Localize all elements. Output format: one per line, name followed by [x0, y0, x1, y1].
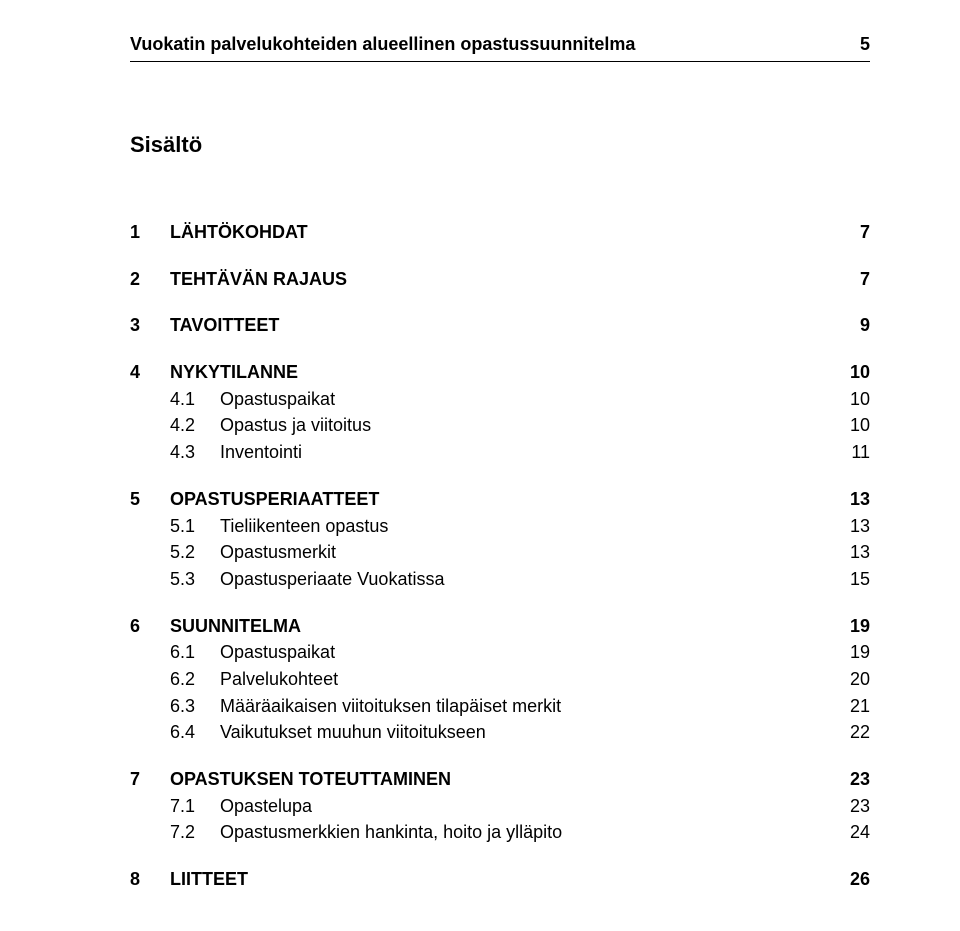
toc-section-label: NYKYTILANNE — [170, 362, 830, 383]
toc-section: 1 LÄHTÖKOHDAT 7 — [130, 222, 870, 243]
toc-section: 3 TAVOITTEET 9 — [130, 315, 870, 336]
toc-subsection-group: 5.1 Tieliikenteen opastus 13 5.2 Opastus… — [130, 516, 870, 590]
toc-section-label: OPASTUSPERIAATTEET — [170, 489, 830, 510]
toc-section-number: 5 — [130, 489, 170, 510]
toc-section-page: 7 — [830, 222, 870, 243]
toc-item-page: 21 — [830, 696, 870, 717]
toc-item: 4.2 Opastus ja viitoitus 10 — [130, 415, 870, 436]
toc-section-page: 13 — [830, 489, 870, 510]
toc-item-label: Opastusmerkkien hankinta, hoito ja ylläp… — [220, 822, 830, 843]
toc-item-label: Vaikutukset muuhun viitoitukseen — [220, 722, 830, 743]
toc-item-number: 7.1 — [170, 796, 220, 817]
toc-item: 6.3 Määräaikaisen viitoituksen tilapäise… — [130, 696, 870, 717]
toc-item-number: 5.3 — [170, 569, 220, 590]
toc-item: 4.3 Inventointi 11 — [130, 442, 870, 463]
toc-section-number: 3 — [130, 315, 170, 336]
toc-item-page: 23 — [830, 796, 870, 817]
toc-item-label: Tieliikenteen opastus — [220, 516, 830, 537]
toc-item-label: Opastuspaikat — [220, 389, 830, 410]
header-title: Vuokatin palvelukohteiden alueellinen op… — [130, 34, 635, 55]
toc-item-label: Inventointi — [220, 442, 830, 463]
toc-section-number: 4 — [130, 362, 170, 383]
toc-section-page: 19 — [830, 616, 870, 637]
toc-item: 7.2 Opastusmerkkien hankinta, hoito ja y… — [130, 822, 870, 843]
toc-section-label: LIITTEET — [170, 869, 830, 890]
toc-item-number: 4.2 — [170, 415, 220, 436]
toc-item-label: Opastus ja viitoitus — [220, 415, 830, 436]
toc-section-page: 23 — [830, 769, 870, 790]
toc-item-label: Opastuspaikat — [220, 642, 830, 663]
toc-item-label: Opastusperiaate Vuokatissa — [220, 569, 830, 590]
document-page: Vuokatin palvelukohteiden alueellinen op… — [0, 0, 960, 931]
toc-section: 2 TEHTÄVÄN RAJAUS 7 — [130, 269, 870, 290]
toc-section: 7 OPASTUKSEN TOTEUTTAMINEN 23 — [130, 769, 870, 790]
toc-item-page: 19 — [830, 642, 870, 663]
toc-item: 7.1 Opastelupa 23 — [130, 796, 870, 817]
toc-item-number: 5.1 — [170, 516, 220, 537]
toc-item-number: 5.2 — [170, 542, 220, 563]
toc-item-page: 11 — [830, 442, 870, 463]
toc-item-page: 22 — [830, 722, 870, 743]
toc-item: 5.3 Opastusperiaate Vuokatissa 15 — [130, 569, 870, 590]
toc-item-number: 6.3 — [170, 696, 220, 717]
toc-item: 6.4 Vaikutukset muuhun viitoitukseen 22 — [130, 722, 870, 743]
toc-item-number: 7.2 — [170, 822, 220, 843]
toc-section-number: 6 — [130, 616, 170, 637]
toc-section-label: OPASTUKSEN TOTEUTTAMINEN — [170, 769, 830, 790]
toc-item-page: 24 — [830, 822, 870, 843]
toc-item: 6.1 Opastuspaikat 19 — [130, 642, 870, 663]
toc-item-label: Opastelupa — [220, 796, 830, 817]
toc-subsection-group: 4.1 Opastuspaikat 10 4.2 Opastus ja viit… — [130, 389, 870, 463]
toc-section-label: LÄHTÖKOHDAT — [170, 222, 830, 243]
toc-section-page: 26 — [830, 869, 870, 890]
header-page-number: 5 — [860, 34, 870, 55]
toc-section: 4 NYKYTILANNE 10 — [130, 362, 870, 383]
toc-section-number: 1 — [130, 222, 170, 243]
toc-subsection-group: 6.1 Opastuspaikat 19 6.2 Palvelukohteet … — [130, 642, 870, 743]
toc-item-page: 10 — [830, 415, 870, 436]
toc-section: 8 LIITTEET 26 — [130, 869, 870, 890]
toc-subsection-group: 7.1 Opastelupa 23 7.2 Opastusmerkkien ha… — [130, 796, 870, 843]
toc-item: 4.1 Opastuspaikat 10 — [130, 389, 870, 410]
toc-item: 6.2 Palvelukohteet 20 — [130, 669, 870, 690]
toc-item-page: 20 — [830, 669, 870, 690]
toc-item-label: Opastusmerkit — [220, 542, 830, 563]
toc-item-label: Palvelukohteet — [220, 669, 830, 690]
toc-item-page: 15 — [830, 569, 870, 590]
page-header: Vuokatin palvelukohteiden alueellinen op… — [130, 34, 870, 61]
toc-section-label: TAVOITTEET — [170, 315, 830, 336]
table-of-contents: 1 LÄHTÖKOHDAT 7 2 TEHTÄVÄN RAJAUS 7 3 TA… — [130, 222, 870, 890]
toc-section: 6 SUUNNITELMA 19 — [130, 616, 870, 637]
toc-section-number: 7 — [130, 769, 170, 790]
toc-section-number: 8 — [130, 869, 170, 890]
toc-item-number: 4.3 — [170, 442, 220, 463]
toc-section-page: 9 — [830, 315, 870, 336]
toc-item-number: 4.1 — [170, 389, 220, 410]
toc-item-page: 13 — [830, 542, 870, 563]
toc-heading: Sisältö — [130, 132, 870, 158]
toc-item-page: 13 — [830, 516, 870, 537]
toc-section: 5 OPASTUSPERIAATTEET 13 — [130, 489, 870, 510]
toc-item-number: 6.1 — [170, 642, 220, 663]
toc-item-page: 10 — [830, 389, 870, 410]
toc-section-number: 2 — [130, 269, 170, 290]
toc-item: 5.1 Tieliikenteen opastus 13 — [130, 516, 870, 537]
toc-section-label: TEHTÄVÄN RAJAUS — [170, 269, 830, 290]
toc-section-label: SUUNNITELMA — [170, 616, 830, 637]
header-rule — [130, 61, 870, 62]
toc-item-number: 6.2 — [170, 669, 220, 690]
toc-section-page: 7 — [830, 269, 870, 290]
toc-section-page: 10 — [830, 362, 870, 383]
toc-item-number: 6.4 — [170, 722, 220, 743]
toc-item: 5.2 Opastusmerkit 13 — [130, 542, 870, 563]
toc-item-label: Määräaikaisen viitoituksen tilapäiset me… — [220, 696, 830, 717]
